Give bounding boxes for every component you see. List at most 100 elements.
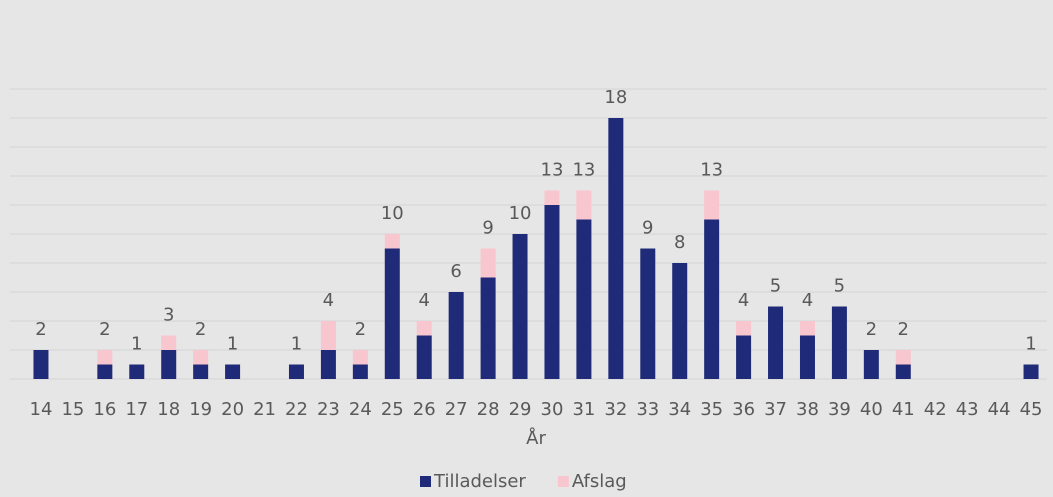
bar-segment: [320, 321, 336, 350]
data-label: 4: [418, 290, 429, 311]
data-label: 13: [572, 160, 595, 181]
bar-segment: [97, 364, 113, 379]
bar-segment: [672, 263, 688, 379]
x-tick-label: 38: [796, 399, 819, 420]
bar-segment: [352, 350, 368, 365]
bar-segment: [225, 364, 241, 379]
x-tick-label: 34: [668, 399, 691, 420]
data-label: 4: [323, 290, 334, 311]
bar-segment: [416, 321, 432, 336]
bar-segment: [608, 118, 624, 379]
bar-segment: [33, 350, 49, 379]
data-label: 2: [866, 319, 877, 340]
bar-segment: [512, 234, 528, 379]
bar-segment: [384, 248, 400, 379]
x-tick-label: 15: [61, 399, 84, 420]
bar-segment: [831, 306, 847, 379]
data-label: 9: [642, 218, 653, 239]
data-label: 13: [541, 160, 564, 181]
x-axis-label: År: [526, 427, 546, 449]
x-tick-label: 27: [445, 399, 468, 420]
x-tick-label: 18: [157, 399, 180, 420]
bar-segment: [480, 277, 496, 379]
bar-segment: [480, 248, 496, 278]
x-tick-label: 42: [924, 399, 947, 420]
data-label: 5: [834, 276, 845, 297]
x-tick-label: 16: [93, 399, 116, 420]
x-tick-label: 43: [956, 399, 979, 420]
x-tick-label: 24: [349, 399, 372, 420]
x-tick-label: 21: [253, 399, 276, 420]
data-label: 8: [674, 232, 685, 253]
legend-label: Tilladelser: [433, 471, 526, 492]
bar-segment: [320, 350, 336, 379]
legend-swatch: [420, 476, 431, 487]
bar-segment: [384, 234, 400, 249]
bar-segment: [704, 190, 720, 220]
bar-segment: [895, 364, 911, 379]
data-label: 2: [99, 319, 110, 340]
bar-segment: [1023, 364, 1039, 379]
x-tick-label: 22: [285, 399, 308, 420]
x-tick-label: 28: [477, 399, 500, 420]
bar-segment: [640, 248, 656, 379]
x-tick-label: 30: [541, 399, 564, 420]
data-label: 5: [770, 276, 781, 297]
bar-segment: [736, 321, 752, 336]
bar-segment: [736, 335, 752, 379]
bar-segment: [768, 306, 784, 379]
bar-segment: [288, 364, 304, 379]
bar-segment: [863, 350, 879, 379]
bar-segment: [799, 321, 815, 336]
x-tick-label: 23: [317, 399, 340, 420]
bar-segment: [544, 205, 560, 379]
bar-segment: [544, 190, 560, 205]
x-tick-label: 29: [509, 399, 532, 420]
bar-segment: [576, 190, 592, 220]
bar-segment: [895, 350, 911, 365]
x-tick-label: 25: [381, 399, 404, 420]
bar-segment: [129, 364, 145, 379]
x-tick-label: 14: [30, 399, 53, 420]
data-label: 2: [195, 319, 206, 340]
data-label: 2: [355, 319, 366, 340]
x-tick-label: 39: [828, 399, 851, 420]
x-tick-label: 36: [732, 399, 755, 420]
x-tick-label: 40: [860, 399, 883, 420]
data-label: 18: [604, 87, 627, 108]
bar-segment: [193, 364, 209, 379]
x-tick-label: 17: [125, 399, 148, 420]
data-label: 10: [509, 203, 532, 224]
bar-segment: [416, 335, 432, 379]
x-tick-label: 26: [413, 399, 436, 420]
data-label: 2: [898, 319, 909, 340]
x-tick-label: 20: [221, 399, 244, 420]
data-label: 1: [131, 334, 142, 355]
bar-segment: [576, 219, 592, 379]
data-label: 4: [738, 290, 749, 311]
x-tick-label: 45: [1020, 399, 1043, 420]
x-tick-label: 37: [764, 399, 787, 420]
data-label: 1: [227, 334, 238, 355]
x-tick-label: 44: [988, 399, 1011, 420]
data-label: 9: [482, 218, 493, 239]
x-tick-label: 31: [572, 399, 595, 420]
bar-segment: [799, 335, 815, 379]
data-label: 1: [291, 334, 302, 355]
data-label: 6: [450, 261, 461, 282]
bar-segment: [97, 350, 113, 365]
bar-segment: [161, 335, 177, 350]
data-label: 4: [802, 290, 813, 311]
x-tick-label: 41: [892, 399, 915, 420]
legend-label: Afslag: [572, 471, 627, 492]
bar-segment: [193, 350, 209, 365]
legend-swatch: [557, 476, 569, 487]
data-label: 3: [163, 305, 174, 326]
x-tick-label: 19: [189, 399, 212, 420]
x-tick-label: 32: [604, 399, 627, 420]
bar-segment: [161, 350, 177, 379]
x-tick-label: 35: [700, 399, 723, 420]
bar-segment: [448, 292, 464, 379]
data-label: 13: [700, 160, 723, 181]
